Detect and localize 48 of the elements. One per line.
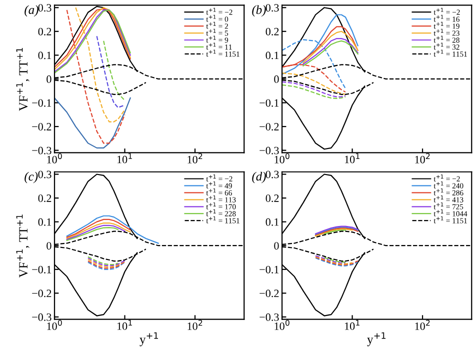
y-tick-label: 0 [46, 242, 52, 250]
y-axis-title: VF$^{+1}$, TT$^{+1}$ [16, 48, 30, 111]
y-tick-label: −0.1 [260, 99, 279, 107]
y-tick-label: 0.3 [38, 170, 52, 178]
y-axis-title: VF$^{+1}$, TT$^{+1}$ [16, 214, 30, 278]
y-tick-label: −0.2 [260, 290, 279, 298]
y-tick-label: −0.2 [32, 123, 52, 131]
y-tick-label: 0.1 [266, 52, 279, 60]
x-tick-label: 10$^{1}$ [344, 320, 360, 330]
x-axis-title: y$^{+1}$ [367, 332, 386, 346]
x-tick-label: 10$^{2}$ [188, 153, 202, 164]
y-tick-label: 0.3 [266, 170, 279, 178]
y-tick-label: 0 [274, 75, 279, 83]
x-tick-label: 10$^{2}$ [415, 153, 430, 164]
x-tick-label: 10$^{0}$ [274, 153, 290, 164]
y-tick-label: −0.3 [32, 313, 52, 321]
x-tick-label: 10$^{2}$ [188, 320, 202, 330]
x-axis-title: y$^{+1}$ [140, 332, 158, 346]
x-tick-label: 10$^{1}$ [117, 320, 132, 330]
y-tick-label: −0.1 [32, 99, 52, 107]
y-tick-label: 0.3 [266, 4, 279, 12]
y-tick-label: 0.2 [38, 28, 52, 36]
y-tick-label: −0.2 [260, 123, 279, 131]
x-tick-label: 10$^{1}$ [117, 153, 132, 164]
y-tick-label: −0.3 [32, 146, 52, 154]
y-tick-label: 0.3 [38, 4, 52, 12]
chart-title: (a) [24, 5, 38, 17]
y-tick-label: 0 [274, 242, 279, 250]
y-tick-label: −0.2 [32, 290, 52, 298]
chart-title: (c) [24, 172, 38, 184]
y-tick-label: 0.1 [38, 52, 52, 60]
y-tick-label: −0.1 [32, 266, 52, 274]
y-tick-label: −0.1 [260, 266, 279, 274]
x-tick-label: 10$^{2}$ [415, 320, 430, 330]
y-tick-label: 0.2 [266, 28, 279, 36]
chart-title: (d) [252, 172, 266, 184]
x-tick-label: 10$^{0}$ [47, 153, 62, 164]
y-tick-label: 0 [46, 75, 52, 83]
y-tick-label: 0.1 [38, 218, 52, 226]
x-tick-label: 10$^{0}$ [274, 320, 290, 330]
chart-title: (b) [252, 5, 266, 17]
x-tick-label: 10$^{1}$ [344, 153, 360, 164]
y-tick-label: 0.1 [266, 218, 279, 226]
y-tick-label: 0.2 [266, 194, 279, 202]
x-tick-label: 10$^{0}$ [47, 320, 62, 330]
y-tick-label: −0.3 [260, 146, 279, 154]
y-tick-label: 0.2 [38, 194, 52, 202]
y-tick-label: −0.3 [260, 313, 279, 321]
